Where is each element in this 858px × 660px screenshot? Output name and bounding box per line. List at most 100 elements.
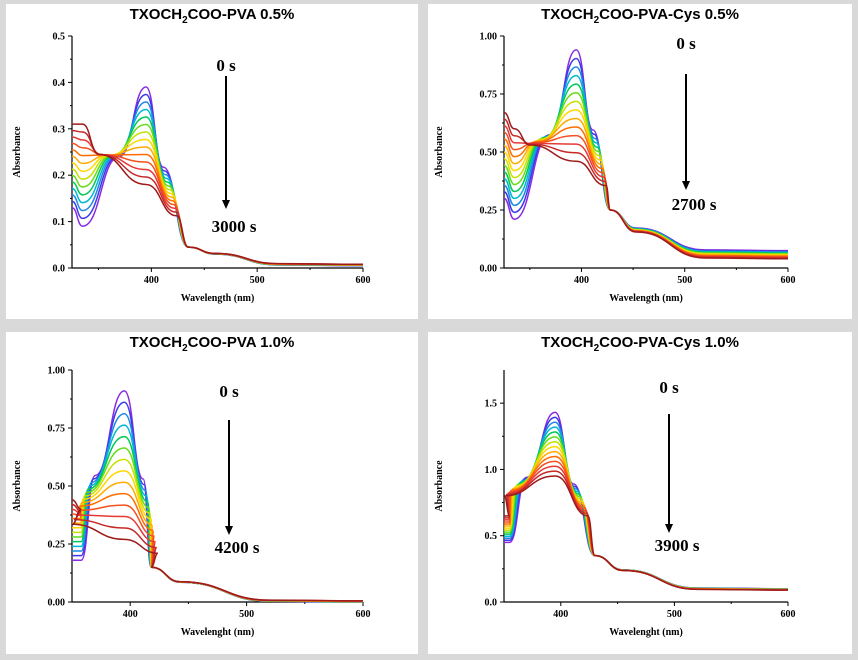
x-tick-label: 500 <box>239 609 254 620</box>
y-tick-label: 1.00 <box>480 32 498 43</box>
y-tick-label: 0.00 <box>48 598 66 609</box>
spectrum-line <box>72 458 364 603</box>
y-tick-label: 0.25 <box>48 540 66 551</box>
x-tick-label: 600 <box>781 275 796 286</box>
chart-panel-pva-cys-0-5: TXOCH2COO-PVA-Cys 0.5% 0.00 0.25 0.50 0.75 1… <box>428 4 852 319</box>
spectrum-line <box>71 108 364 267</box>
y-tick-label: 1.0 <box>485 465 498 476</box>
spectrum-line <box>503 475 789 591</box>
spectrum-line <box>71 149 364 266</box>
time-arrow-head <box>665 524 673 533</box>
annotation-start-time: 0 s <box>216 56 236 75</box>
spectrum-line <box>71 116 364 267</box>
annotation-start-time: 0 s <box>219 382 239 401</box>
spectrum-line <box>71 86 364 267</box>
spectrum-line <box>503 92 789 255</box>
spectrum-line <box>72 470 364 603</box>
x-tick-label: 500 <box>250 275 265 286</box>
chart-panel-pva-0-5: TXOCH2COO-PVA 0.5% 0.0 0.1 0.2 0.3 0.4 0.5 400… <box>6 4 418 319</box>
y-tick-label: 0.5 <box>485 531 498 542</box>
y-tick-label: 0.3 <box>53 124 66 135</box>
chart-svg: 0.0 0.1 0.2 0.3 0.4 0.5 400 500 600 Wavelength (n… <box>12 32 371 305</box>
chart-title: TXOCH2COO-PVA 0.5% <box>129 6 295 26</box>
x-tick-label: 500 <box>667 609 682 620</box>
y-tick-label: 0.5 <box>53 32 66 43</box>
spectrum-line <box>504 426 789 590</box>
spectrum-line <box>72 435 364 603</box>
spectrum-line <box>503 66 789 253</box>
x-tick-label: 400 <box>574 275 589 286</box>
chart-svg: 0.0 0.5 1.0 1.5 400 500 600 Wavelenght (nm) Abso… <box>434 370 796 638</box>
y-tick-label: 0.75 <box>480 90 498 101</box>
chart-title: TXOCH2COO-PVA-Cys 0.5% <box>541 6 739 26</box>
y-tick-label: 0.2 <box>53 171 66 182</box>
y-axis-label: Absorbance <box>434 460 445 512</box>
y-tick-label: 0.50 <box>48 482 66 493</box>
x-axis-label: Wavelenght (nm) <box>181 627 255 638</box>
spectrum-line <box>71 101 364 267</box>
x-tick-label: 600 <box>781 609 796 620</box>
chart-panel-pva-cys-1-0: TXOCH2COO-PVA-Cys 1.0% 0.0 0.5 1.0 1.5 400 50… <box>428 332 852 654</box>
time-arrow-head <box>225 526 233 535</box>
spectrum-line <box>71 131 364 266</box>
annotation-end-time: 3900 s <box>655 536 700 555</box>
x-tick-label: 600 <box>356 275 371 286</box>
annotation-start-time: 0 s <box>659 378 679 397</box>
chart-svg: 0.00 0.25 0.50 0.75 1.00 400 500 600 Wavelength … <box>434 32 796 305</box>
y-tick-label: 1.5 <box>485 399 498 410</box>
spectrum-line <box>503 431 789 590</box>
spectrum-line <box>504 460 789 591</box>
y-axis-label: Absorbance <box>12 460 23 512</box>
y-tick-label: 0.25 <box>480 206 498 217</box>
x-tick-label: 400 <box>144 275 159 286</box>
annotation-end-time: 4200 s <box>215 538 260 557</box>
spectrum-line <box>504 470 789 591</box>
x-axis-label: Wavelength (nm) <box>609 293 683 304</box>
spectrum-line <box>71 146 364 266</box>
x-tick-label: 400 <box>123 609 138 620</box>
y-axis-label: Absorbance <box>12 126 23 178</box>
spectrum-line <box>71 499 364 602</box>
spectrum-line <box>503 74 789 254</box>
y-tick-label: 0.00 <box>480 264 498 275</box>
time-arrow-head <box>682 181 690 190</box>
y-tick-label: 0.4 <box>53 78 66 89</box>
spectrum-line <box>72 123 364 266</box>
spectrum-line <box>72 447 364 603</box>
spectrum-line <box>503 131 789 258</box>
spectrum-line <box>504 436 789 591</box>
spectrum-line <box>504 465 789 591</box>
spectrum-line <box>503 57 789 252</box>
spectrum-line <box>503 83 789 254</box>
spectrum-line <box>71 129 364 266</box>
annotation-end-time: 2700 s <box>672 195 717 214</box>
spectrum-line <box>504 441 789 591</box>
y-tick-label: 0.1 <box>53 217 66 228</box>
y-tick-label: 0.75 <box>48 424 66 435</box>
chart-title: TXOCH2COO-PVA-Cys 1.0% <box>541 334 739 354</box>
chart-panel-pva-1-0: TXOCH2COO-PVA 1.0% 0.00 0.25 0.50 0.75 1.00 4… <box>6 332 418 654</box>
x-tick-label: 400 <box>553 609 568 620</box>
annotation-end-time: 3000 s <box>212 217 257 236</box>
spectrum-line <box>503 416 789 590</box>
spectrum-line <box>503 111 789 260</box>
spectrum-line <box>504 411 789 590</box>
spectrum-line <box>71 123 364 266</box>
x-tick-label: 600 <box>356 609 371 620</box>
y-tick-label: 0.0 <box>53 264 66 275</box>
x-tick-label: 500 <box>677 275 692 286</box>
annotation-start-time: 0 s <box>676 34 696 53</box>
chart-title: TXOCH2COO-PVA 1.0% <box>129 334 295 354</box>
spectrum-line <box>503 117 789 257</box>
x-axis-label: Wavelenght (nm) <box>609 627 683 638</box>
spectrum-line <box>503 49 789 252</box>
spectrum-line <box>504 421 789 590</box>
time-arrow-head <box>222 200 230 209</box>
y-axis-label: Absorbance <box>434 126 445 178</box>
y-tick-label: 1.00 <box>48 366 66 377</box>
y-tick-label: 0.50 <box>480 148 498 159</box>
spectrum-line <box>71 93 364 267</box>
x-axis-label: Wavelength (nm) <box>181 293 255 304</box>
y-tick-label: 0.0 <box>485 598 498 609</box>
chart-svg: 0.00 0.25 0.50 0.75 1.00 400 500 600 Wavelenght … <box>12 366 371 639</box>
